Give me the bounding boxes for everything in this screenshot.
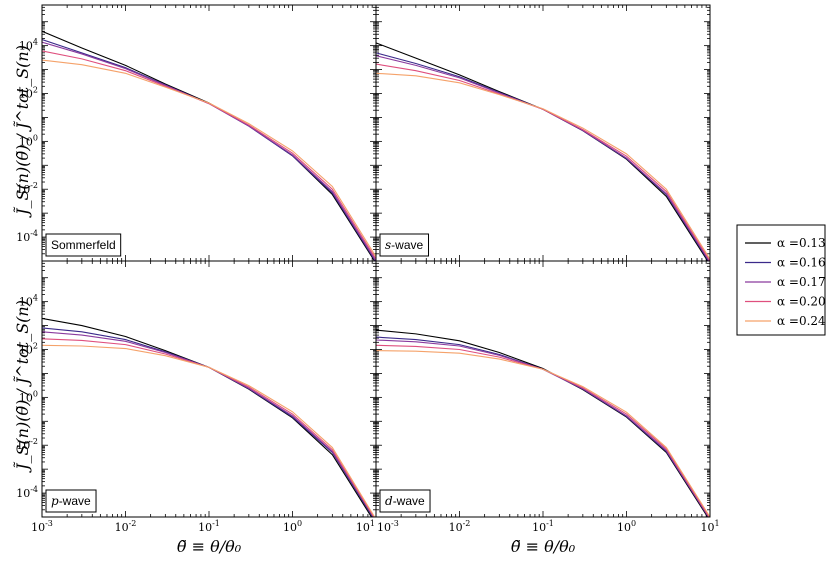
y-tick-label: 100 — [19, 389, 38, 404]
panel-d-wave: 10-3 10-2 10-1 100 101 d-wave — [375, 260, 720, 534]
series-line — [376, 42, 709, 261]
x-axis-title-left: θ̃ ≡ θ/θ₀ — [177, 537, 242, 556]
legend-label: α =0.16 — [777, 256, 826, 270]
x-tick-label: 10-1 — [198, 519, 220, 534]
series-line — [42, 344, 376, 517]
series-line — [42, 39, 376, 261]
series-group — [42, 317, 376, 517]
x-tick-label: 10-2 — [449, 519, 471, 534]
panel-label-text: p-wave — [51, 494, 91, 508]
ticks — [375, 4, 711, 262]
panel-label-box — [379, 489, 431, 513]
y-tick-label: 10-2 — [16, 181, 38, 196]
y-tick-label: 104 — [19, 38, 38, 53]
y-tick-label: 102 — [19, 86, 38, 101]
y-axis-title-top: J̃_S(n)(θ̃) / J̃^tot_S(n) — [13, 45, 32, 218]
x-tick-label: 10-3 — [31, 519, 53, 534]
panel-frame — [375, 260, 711, 518]
series-line — [42, 59, 376, 258]
panel-label-text: d-wave — [385, 494, 425, 508]
series-line — [42, 41, 376, 261]
y-tick-label: 100 — [19, 133, 38, 148]
y-tick-label: 104 — [19, 294, 38, 309]
legend: α =0.13 α =0.16 α =0.17 α =0.20 α =0.24 — [736, 224, 826, 336]
x-tick-label: 10-3 — [377, 519, 399, 534]
x-tick-label: 100 — [283, 519, 302, 534]
series-line — [376, 63, 710, 261]
x-tick-label: 100 — [617, 519, 636, 534]
panel-label: s-wave — [379, 233, 430, 257]
panel-frame — [41, 4, 377, 262]
legend-label: α =0.13 — [777, 236, 826, 250]
panel-label-text: s-wave — [385, 238, 424, 252]
y-tick-label: 102 — [19, 342, 38, 357]
legend-label: α =0.20 — [777, 295, 826, 309]
series-line — [376, 72, 710, 260]
series-line — [376, 55, 710, 261]
ticks — [41, 260, 377, 518]
x-axis-title-right: θ̃ ≡ θ/θ₀ — [511, 537, 576, 556]
y-tick-label: 10-4 — [16, 485, 38, 500]
legend-label: α =0.17 — [777, 275, 826, 289]
series-line — [376, 329, 709, 517]
series-line — [376, 350, 710, 517]
panel-label: d-wave — [379, 489, 431, 513]
y-tick-label: 10-4 — [16, 229, 38, 244]
y-axis-title-bottom: J̃_S(n)(θ̃) / J̃^tot_S(n) — [13, 300, 32, 473]
panel-label-box — [45, 233, 122, 257]
legend-label: α =0.24 — [777, 314, 826, 328]
x-tick-label: 10-2 — [115, 519, 137, 534]
series-line — [376, 52, 710, 261]
series-line — [42, 50, 376, 260]
x-tick-label: 10-1 — [532, 519, 554, 534]
ticks — [41, 4, 377, 262]
x-tick-label: 101 — [700, 519, 719, 534]
panel-sommerfeld: 10-4 10-2 100 102 104 Sommerfeld — [16, 4, 377, 262]
panel-label: Sommerfeld — [45, 233, 122, 257]
panel-label-box — [379, 233, 430, 257]
y-tick-label: 10-2 — [16, 437, 38, 452]
series-line — [42, 30, 376, 261]
ticks — [375, 260, 711, 518]
panel-label-text: Sommerfeld — [51, 238, 116, 252]
panel-label-box — [45, 489, 97, 513]
series-group — [376, 329, 710, 517]
panel-s-wave: s-wave — [375, 4, 711, 262]
panel-label: p-wave — [45, 489, 97, 513]
panel-p-wave: 10-4 10-2 100 102 104 10-3 10-2 10-1 100 101 p-wav… — [16, 260, 377, 534]
panel-frame — [41, 260, 377, 518]
x-tick-label: 101 — [356, 519, 375, 534]
series-group — [376, 42, 710, 261]
series-group — [42, 30, 376, 261]
panel-frame — [375, 4, 711, 262]
